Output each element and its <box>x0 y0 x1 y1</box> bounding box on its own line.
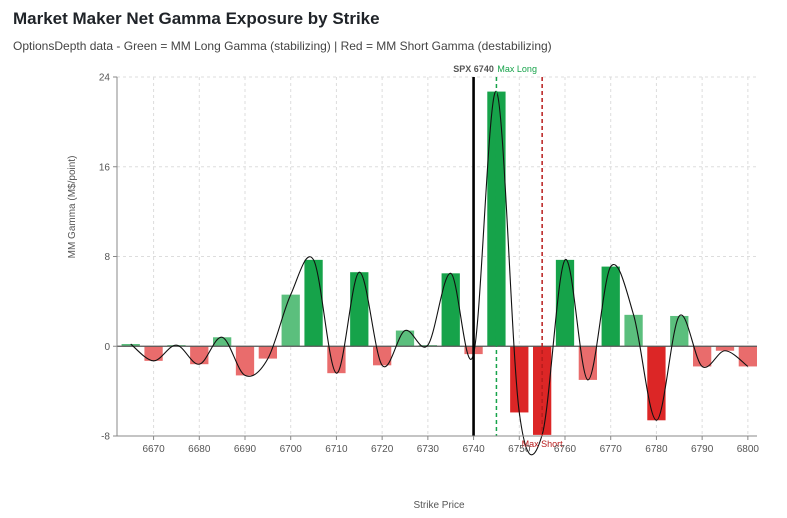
smooth-curve <box>130 91 749 456</box>
chart-title: Market Maker Net Gamma Exposure by Strik… <box>13 9 380 28</box>
bar-6725 <box>395 330 415 347</box>
bar-6665 <box>121 344 140 347</box>
y-tick-label: 16 <box>99 162 111 173</box>
chart-subtitle: OptionsDepth data - Green = MM Long Gamm… <box>13 39 552 53</box>
bar-6795 <box>715 346 735 351</box>
bar-6705 <box>304 259 323 347</box>
x-tick-label: 6700 <box>280 444 303 455</box>
x-tick-label: 6790 <box>691 444 714 455</box>
axes: -8 0 8 16 24 6670 6680 6690 6700 6710 6720 6730 6740… <box>99 73 760 456</box>
x-tick-label: 6720 <box>371 444 394 455</box>
x-tick-label: 6730 <box>417 444 440 455</box>
x-tick-label: 6760 <box>554 444 577 455</box>
x-tick-label: 6780 <box>645 444 668 455</box>
y-tick-label: -8 <box>101 432 110 443</box>
x-tick-label: 6690 <box>234 444 257 455</box>
bar-6750 <box>510 346 529 413</box>
bar-6760 <box>555 259 575 347</box>
x-tick-label: 6670 <box>142 444 165 455</box>
bar-6790 <box>693 346 712 367</box>
bar-6670 <box>144 346 163 361</box>
bar-6710 <box>327 346 346 374</box>
bar-6700 <box>281 294 300 347</box>
x-tick-label: 6750 <box>508 444 531 455</box>
bar-6770 <box>601 266 620 347</box>
bar-6715 <box>350 272 369 347</box>
y-tick-label: 24 <box>99 73 111 84</box>
bar-6695 <box>258 346 277 359</box>
x-axis-label: Strike Price <box>413 500 465 511</box>
max-short-label: Max Short <box>522 439 564 449</box>
markers: SPX 6740 Max Long Max Short <box>453 64 563 449</box>
x-tick-label: 6740 <box>462 444 485 455</box>
bar-6785 <box>670 315 689 347</box>
x-tick-label: 6770 <box>600 444 623 455</box>
max-long-label: Max Long <box>497 64 537 74</box>
x-tick-label: 6800 <box>737 444 760 455</box>
bar-6775 <box>624 314 643 347</box>
x-tick-label: 6710 <box>325 444 348 455</box>
bar-6685 <box>213 337 232 347</box>
y-axis-label: MM Gamma (M$/point) <box>67 156 78 259</box>
bar-6735 <box>441 273 460 347</box>
spx-label: SPX 6740 <box>453 64 494 74</box>
bar-6755 <box>533 346 552 435</box>
smooth-curve-group <box>130 91 749 456</box>
bars <box>121 91 757 435</box>
y-tick-label: 0 <box>104 342 110 353</box>
x-tick-label: 6680 <box>188 444 211 455</box>
y-tick-label: 8 <box>104 252 110 263</box>
bar-6690 <box>235 346 255 376</box>
bar-6800 <box>738 346 757 367</box>
bar-6780 <box>647 346 666 421</box>
